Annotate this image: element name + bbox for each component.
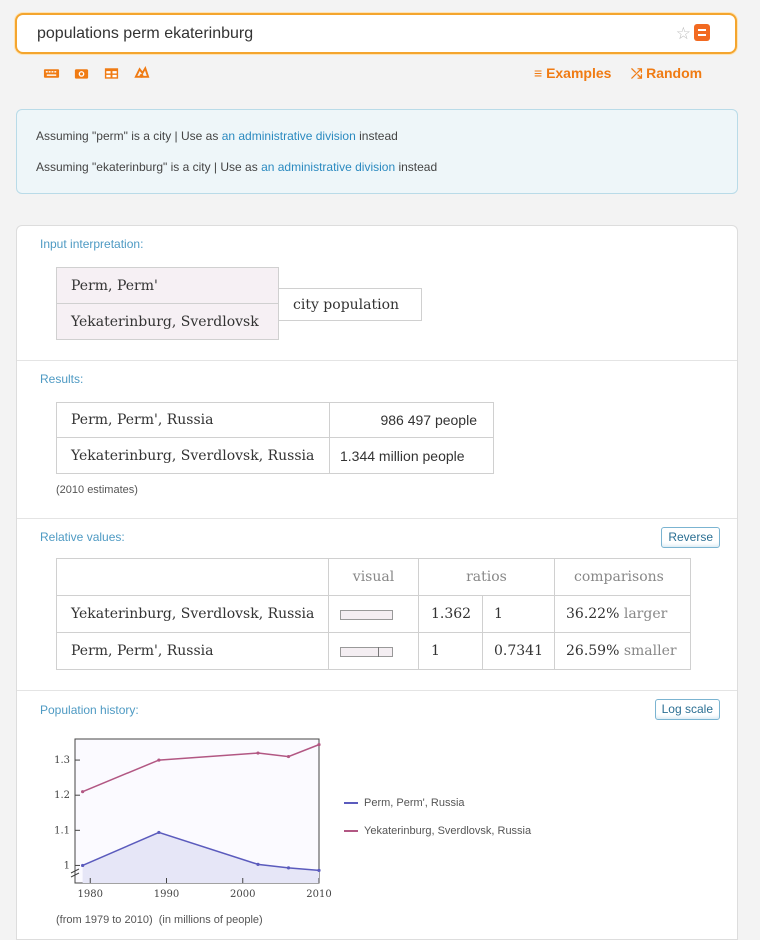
comparison-percent: 36.22% (566, 606, 620, 622)
legend-entry: Perm, Perm', Russia (344, 797, 465, 809)
input-mode-toolbar (43, 66, 150, 80)
relative-bar (340, 610, 393, 620)
x-tick-label: 1990 (154, 889, 179, 900)
axis-break-mark (70, 868, 80, 874)
relative-city-cell: Yekaterinburg, Sverdlovsk, Russia (56, 595, 329, 633)
results-note: (2010 estimates) (56, 484, 138, 496)
shuffle-icon: ⤮ (631, 65, 643, 81)
list-icon: ≡ (534, 65, 543, 81)
y-tick-label: 1.3 (54, 755, 70, 766)
reverse-button[interactable]: Reverse (661, 527, 720, 548)
pod-divider (17, 690, 737, 691)
legend-swatch (344, 830, 358, 832)
input-property-cell: city population (278, 288, 422, 321)
input-interpretation-title: Input interpretation: (40, 237, 144, 251)
keyboard-icon[interactable] (43, 66, 60, 80)
data-point (157, 758, 161, 762)
population-history-title: Population history: (40, 703, 139, 717)
pod-divider (17, 360, 737, 361)
result-value-cell: 1.344 million people (329, 437, 494, 474)
comparison-cell: 26.59% smaller (554, 632, 691, 670)
history-footnote: (from 1979 to 2010) (in millions of peop… (56, 914, 263, 926)
log-scale-button[interactable]: Log scale (654, 699, 720, 720)
data-point (81, 863, 85, 868)
ratio-cell: 1 (418, 632, 483, 670)
x-tick-label: 1980 (78, 889, 103, 900)
y-tick-label: 1.2 (54, 790, 70, 801)
y-tick-label: 1 (64, 860, 70, 871)
data-point (256, 862, 260, 866)
relative-city-cell: Perm, Perm', Russia (56, 632, 329, 670)
random-link[interactable]: ⤮ Random (631, 65, 703, 81)
input-city-cell: Yekaterinburg, Sverdlovsk (56, 303, 279, 340)
relative-header: comparisons (554, 558, 691, 596)
results-container: Input interpretation: Perm, Perm' Yekate… (16, 225, 738, 940)
ratio-cell: 0.7341 (482, 632, 555, 670)
upload-icon[interactable] (133, 66, 150, 80)
population-chart: 1980 1990 2000 2010 1 1.1 1.2 1.3 (54, 738, 332, 900)
assumption-line: Assuming "ekaterinburg" is a city | Use … (36, 160, 438, 174)
relative-bar (340, 647, 393, 657)
input-city-cell: Perm, Perm' (56, 267, 279, 304)
assumption-link[interactable]: an administrative division (221, 129, 356, 143)
result-value: 1.344 million (340, 447, 419, 464)
relative-bar-marker (378, 647, 380, 657)
result-value-cell: 986 497 people (329, 402, 494, 438)
relative-header: ratios (418, 558, 555, 596)
relative-visual-cell (328, 632, 419, 670)
legend-label: Perm, Perm', Russia (364, 797, 465, 809)
relative-visual-cell (328, 595, 419, 633)
data-point (81, 790, 85, 794)
assumption-line: Assuming "perm" is a city | Use as an ad… (36, 129, 398, 143)
camera-icon[interactable] (73, 66, 90, 80)
legend-entry: Yekaterinburg, Sverdlovsk, Russia (344, 825, 531, 837)
result-city-cell: Yekaterinburg, Sverdlovsk, Russia (56, 437, 330, 474)
data-point (157, 830, 161, 835)
star-icon[interactable]: ☆ (675, 24, 691, 43)
result-unit: people (434, 412, 477, 428)
result-value: 986 497 (380, 412, 432, 428)
x-tick-label: 2000 (230, 889, 255, 900)
comparison-cell: 36.22% larger (554, 595, 691, 633)
relative-header: visual (328, 558, 419, 596)
y-tick-label: 1.1 (54, 825, 70, 836)
result-unit: people (422, 447, 465, 464)
result-city-cell: Perm, Perm', Russia (56, 402, 330, 438)
ratio-cell: 1.362 (418, 595, 483, 633)
legend-label: Yekaterinburg, Sverdlovsk, Russia (364, 825, 532, 837)
examples-link[interactable]: ≡ Examples (534, 65, 612, 81)
pod-divider (17, 518, 737, 519)
comparison-word: larger (623, 606, 668, 622)
data-point (317, 743, 321, 747)
relative-header-empty (56, 558, 329, 596)
x-tick-label: 2010 (306, 889, 331, 900)
comparison-word: smaller (623, 643, 677, 659)
data-point (256, 751, 260, 755)
assumption-link[interactable]: an administrative division (261, 160, 396, 174)
data-point (286, 866, 291, 870)
legend-swatch (344, 802, 358, 804)
data-point (317, 868, 321, 872)
go-icon[interactable] (694, 24, 710, 41)
data-point (286, 754, 291, 759)
series-area (82, 832, 319, 883)
search-input[interactable]: populations perm ekaterinburg (37, 25, 254, 42)
assumptions-box: Assuming "perm" is a city | Use as an ad… (16, 109, 738, 194)
axis-break-mark (70, 872, 80, 878)
results-title: Results: (40, 372, 84, 386)
search-bar[interactable]: populations perm ekaterinburg ☆ (15, 13, 737, 54)
ratio-cell: 1 (482, 595, 555, 633)
comparison-percent: 26.59% (566, 643, 620, 659)
relative-values-title: Relative values: (40, 530, 125, 544)
table-icon[interactable] (103, 66, 120, 80)
